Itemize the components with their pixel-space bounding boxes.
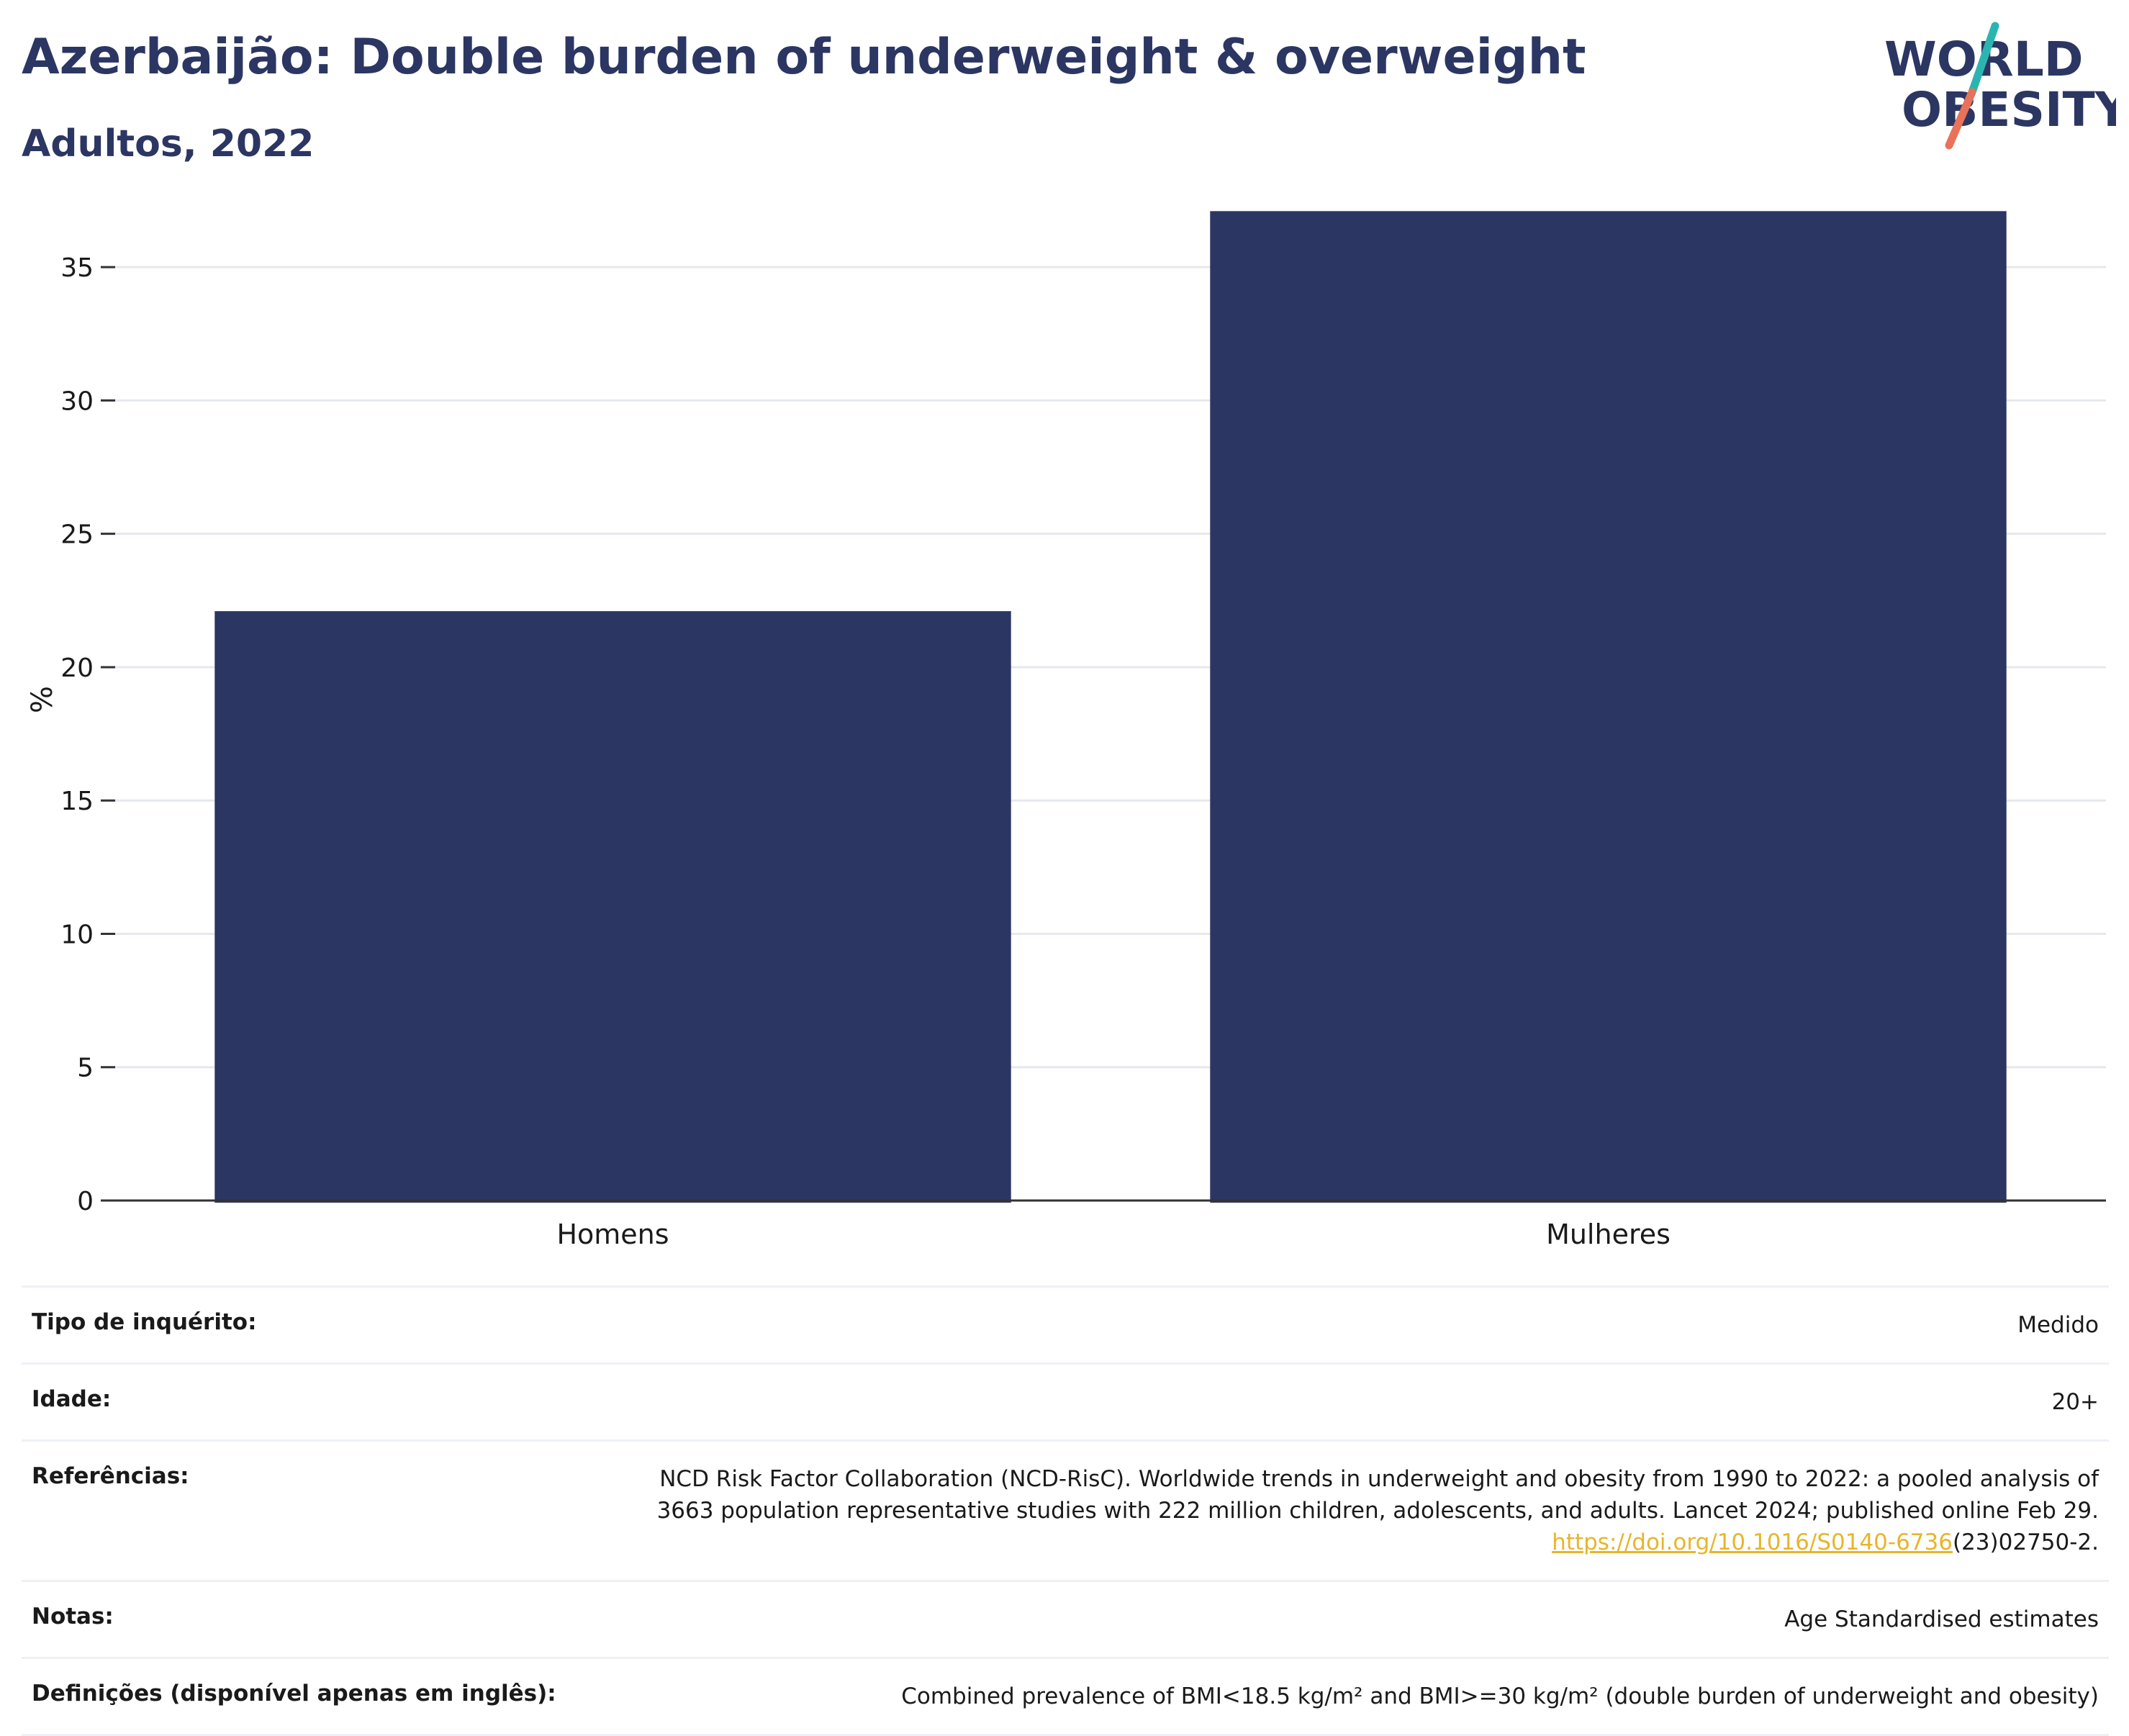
reference-text-line2: 3663 population representative studies w… <box>656 1498 2099 1524</box>
bar-chart: 0 5 10 15 20 25 30 35 Homens Mulheres % <box>26 211 2106 1250</box>
y-tick-label: 0 <box>77 1187 94 1216</box>
y-tick-label: 5 <box>77 1054 94 1083</box>
logo-slash-teal <box>1968 22 1999 96</box>
y-tick-label: 15 <box>60 787 94 816</box>
logo-line2: OBESITY <box>1902 82 2116 137</box>
x-tick-label: Homens <box>556 1219 669 1250</box>
info-table: Tipo de inquérito: Medido Idade: 20+ Ref… <box>22 1285 2109 1736</box>
info-label: Idade: <box>32 1386 112 1412</box>
info-label: Definições (disponível apenas em inglês)… <box>32 1681 556 1706</box>
y-tick-label: 30 <box>60 386 94 416</box>
info-value: 20+ <box>2051 1389 2099 1415</box>
y-axis-title: % <box>26 686 59 713</box>
reference-doi-link[interactable]: https://doi.org/10.1016/S0140-6736 <box>1552 1529 1953 1555</box>
bars <box>214 211 2007 1203</box>
info-label: Referências: <box>32 1463 189 1489</box>
chart-subtitle: Adultos, 2022 <box>22 122 315 166</box>
y-tick-label: 35 <box>60 253 94 283</box>
info-value: Medido <box>2017 1312 2099 1338</box>
chart-title: Azerbaijão: Double burden of underweight… <box>22 29 1586 86</box>
axes: 0 5 10 15 20 25 30 35 Homens Mulheres <box>60 253 2106 1250</box>
y-tick-label: 25 <box>60 520 94 550</box>
bar-mulheres[interactable] <box>1210 211 2007 1203</box>
info-label: Tipo de inquérito: <box>32 1309 257 1335</box>
x-tick-label: Mulheres <box>1546 1219 1671 1250</box>
info-row-survey-type: Tipo de inquérito: Medido <box>22 1285 2109 1362</box>
logo-slash-coral <box>1945 88 1976 150</box>
info-value: Age Standardised estimates <box>1784 1606 2099 1632</box>
info-value: Combined prevalence of BMI<18.5 kg/m² an… <box>901 1683 2099 1709</box>
info-row-notes: Notas: Age Standardised estimates <box>22 1580 2109 1657</box>
info-row-age: Idade: 20+ <box>22 1362 2109 1439</box>
info-label: Notas: <box>32 1604 114 1629</box>
info-value: NCD Risk Factor Collaboration (NCD-RisC)… <box>657 1463 2099 1558</box>
reference-doi-suffix: (23)02750-2. <box>1952 1529 2099 1555</box>
y-tick-label: 10 <box>60 920 94 949</box>
bar-homens[interactable] <box>214 611 1011 1203</box>
info-row-references: Referências: NCD Risk Factor Collaborati… <box>22 1439 2109 1580</box>
reference-text-line1: NCD Risk Factor Collaboration (NCD-RisC)… <box>659 1466 2099 1492</box>
world-obesity-logo: WORLD OBESITY <box>1884 22 2116 150</box>
y-tick-label: 20 <box>60 654 94 683</box>
info-row-definitions: Definições (disponível apenas em inglês)… <box>22 1657 2109 1736</box>
